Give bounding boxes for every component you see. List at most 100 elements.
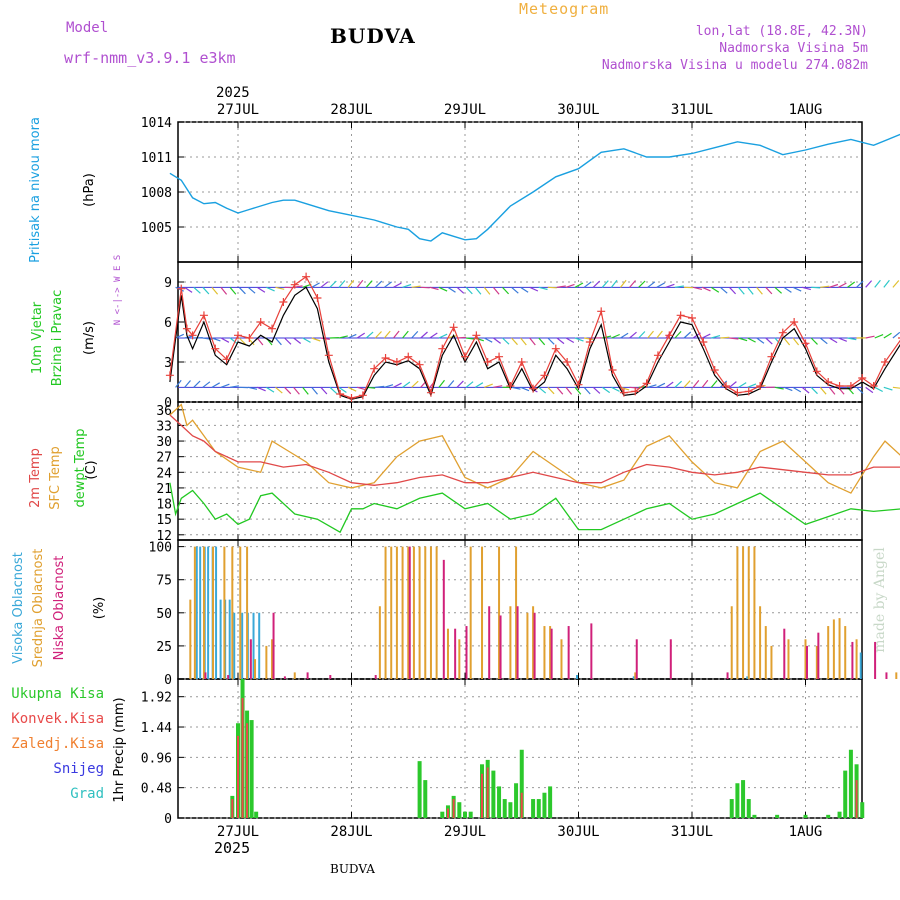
wind-arrow-icon (520, 386, 530, 392)
wind-gust-marker (182, 324, 191, 333)
wind-arrow-icon (565, 283, 575, 288)
precip-conv-bar (520, 792, 523, 818)
location-title: BUDVA (330, 24, 416, 48)
precip-total-bar (548, 786, 553, 818)
wind-gust-marker (812, 367, 821, 376)
wind-gust-marker (245, 334, 254, 342)
y-tick-label: 1014 (141, 116, 172, 131)
wind-arrow-icon (865, 386, 874, 394)
y-tick-label: 50 (156, 607, 172, 622)
wind-arrow-icon (493, 337, 501, 344)
wind-arrow-icon (402, 381, 411, 388)
wind-gust-marker (710, 366, 719, 374)
wind-gust-marker (211, 344, 220, 353)
wind-gust-marker (858, 374, 867, 382)
precip-conv-bar (446, 808, 449, 818)
wind-arrow-icon (556, 285, 566, 288)
wind-gust-marker (347, 394, 356, 402)
wind-arrow-icon (811, 286, 821, 289)
bottom-day-label: 27JUL (217, 824, 259, 840)
precip-total-bar (803, 814, 808, 818)
wind-arrow-icon (411, 285, 421, 288)
wind-gust-marker (688, 314, 696, 322)
top-day-label: 27JUL (217, 102, 259, 118)
wind-arrow-icon (347, 279, 355, 288)
wind-arrow-icon (247, 286, 256, 294)
wind-arrow-icon (511, 386, 521, 390)
wind-arrow-icon (293, 337, 302, 344)
wind-arrow-icon (402, 330, 409, 339)
model-name: wrf-nmm_v3.9.1 e3km (64, 49, 236, 67)
wind-arrow-icon (329, 386, 338, 394)
wind-arrow-icon (411, 380, 419, 388)
precip-total-bar (775, 814, 780, 818)
dewpt-line (169, 482, 900, 534)
wind-arrow-icon (747, 383, 757, 388)
wind-gust-marker (461, 352, 469, 361)
y-tick-label: 1.44 (141, 721, 172, 736)
wind-arrow-icon (184, 380, 191, 388)
wind-arrow-icon (729, 381, 737, 388)
wind-arrow-icon (683, 380, 691, 388)
precip-legend-conv: Konvek.Kisa (11, 711, 104, 727)
wind-arrow-icon (874, 334, 884, 339)
wind-gust-marker (529, 384, 538, 393)
wind-arrow-icon (465, 286, 473, 295)
precip-total-bar (536, 799, 541, 818)
bottom-day-label: 28JUL (330, 824, 372, 840)
wind-arrow-icon (266, 286, 275, 292)
pressure-line (169, 133, 900, 242)
wind-arrow-icon (738, 382, 747, 388)
precip-total-bar (502, 799, 507, 818)
wind-arrow-icon (865, 335, 875, 339)
y-tick-label: 1.92 (141, 691, 172, 706)
wind-arrow-icon (338, 386, 347, 393)
precip-total-bar (741, 780, 746, 818)
wind-arrow-icon (829, 283, 839, 288)
wind-arrow-icon (484, 337, 493, 343)
wind-arrow-icon (384, 281, 392, 288)
wind-gust-marker (801, 339, 810, 348)
wind-arrow-icon (229, 385, 240, 388)
year-bottom: 2025 (214, 839, 251, 857)
wind-gust-marker (290, 280, 299, 289)
wind-arrow-icon (175, 333, 185, 339)
wind-arrow-icon (692, 286, 703, 290)
wind-arrow-icon (701, 333, 711, 339)
precip-total-bar (457, 802, 462, 818)
y-tick-label: 1008 (141, 186, 172, 201)
y-tick-label: 15 (156, 513, 172, 528)
wind-arrow-icon (638, 331, 646, 339)
wind-arrow-icon (601, 386, 611, 394)
wind-gust-marker (653, 351, 662, 360)
wind-arrow-icon (465, 381, 474, 388)
wind-arrow-icon (175, 379, 182, 388)
wind-arrow-icon (266, 386, 275, 393)
wind-arrow-icon (393, 330, 400, 339)
y-tick-label: 0 (164, 812, 172, 827)
precip-total-bar (491, 770, 496, 818)
wind-gust-marker (370, 364, 379, 373)
wind-gust-marker (608, 366, 617, 374)
wind-arrow-icon (710, 286, 720, 293)
wind-arrow-icon (801, 386, 810, 394)
wind-gust-marker (846, 382, 855, 390)
wind-gust-marker (767, 352, 776, 361)
model-elevation-label: Nadmorska Visina u modelu 274.082m (601, 58, 868, 73)
precip-total-bar (826, 814, 831, 818)
wind-arrow-icon (865, 280, 873, 288)
wind-arrow-icon (474, 382, 484, 388)
wind-arrow-icon (892, 331, 900, 339)
wind-arrow-icon (365, 280, 373, 288)
y-tick-label: 0 (164, 396, 172, 411)
wind-arrow-icon (220, 383, 230, 388)
wind-arrow-icon (311, 337, 321, 342)
precip-total-bar (497, 786, 502, 818)
wind-arrow-icon (647, 384, 657, 388)
wind-arrow-icon (438, 379, 445, 388)
wind-gust-marker (619, 388, 628, 397)
wind-arrow-icon (792, 386, 802, 393)
wind-arrow-icon (856, 280, 864, 288)
wind-gust-marker (495, 352, 504, 361)
wind-arrow-icon (674, 285, 684, 288)
